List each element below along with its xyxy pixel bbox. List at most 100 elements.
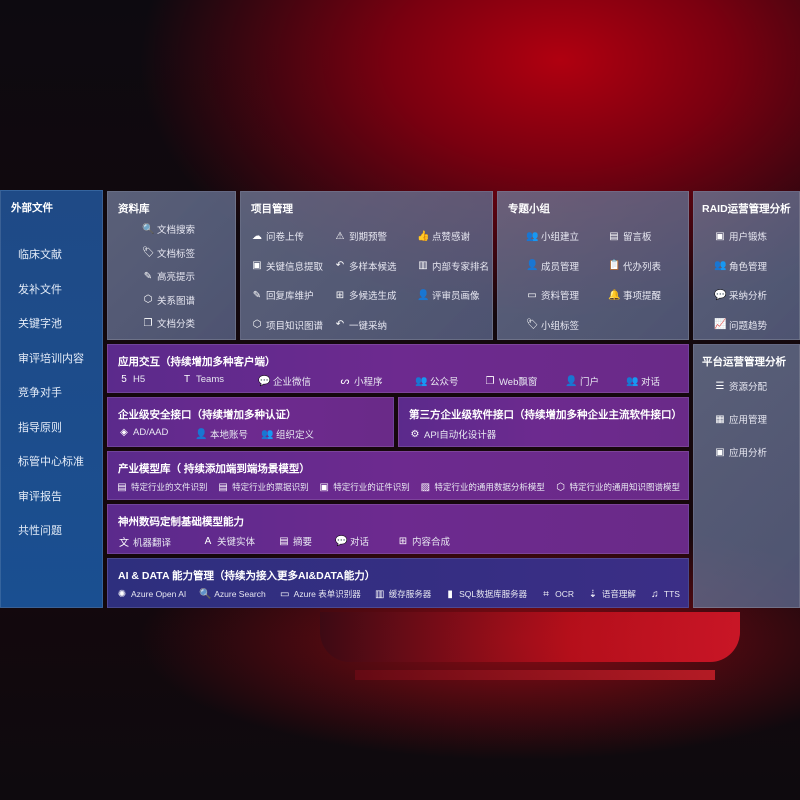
item-local-account[interactable]: 👤 本地账号 [195, 427, 248, 442]
item-speech[interactable]: ⇣ 语音理解 [587, 588, 636, 600]
item-checklist[interactable]: ☰ 资源分配 [714, 379, 768, 394]
item-web-window[interactable]: ❐ Web飘窗 [484, 374, 538, 389]
item-html5[interactable]: 5 H5 [118, 374, 145, 385]
web-window-icon: ❐ [485, 375, 495, 387]
sidebar-item[interactable]: 竞争对手 [18, 387, 62, 399]
item-trend[interactable]: 📈 问题趋势 [714, 318, 767, 332]
item-reply[interactable]: ↶ 一键采纳 [334, 318, 387, 332]
item-chat[interactable]: 👥 对话 [626, 374, 661, 389]
item-cache[interactable]: ▥ 缓存服务器 [374, 588, 431, 600]
item-portal[interactable]: 👤 门户 [565, 374, 599, 389]
item-label: 对话 [641, 377, 661, 388]
panel-title: AI & DATA 能力管理（持续为接入更多AI&DATA能力） [118, 570, 376, 582]
item-chat-bubble[interactable]: 💬 对话 [335, 534, 369, 549]
item-user-add[interactable]: 👤 成员管理 [526, 259, 579, 273]
user-add-icon: 👤 [526, 260, 539, 271]
panel-library: 资料库 🔍 文档搜索 🏷 文档标签 ✎ 高亮提示 ⬡ 关系图谱 ❐ 文档分类 [107, 191, 236, 340]
item-ocr[interactable]: ⌗ OCR [540, 588, 574, 600]
item-label: 小程序 [354, 377, 383, 388]
thumb-up-icon: 👍 [417, 230, 430, 242]
item-users[interactable]: 👥 小组建立 [526, 229, 579, 244]
item-folder[interactable]: ▭ 资料管理 [526, 288, 579, 303]
ad-icon: ◈ [120, 427, 128, 438]
item-label: 特定行业的票据识别 [232, 482, 309, 492]
users-icon: 👥 [714, 260, 727, 271]
item-wecom[interactable]: 💬 企业微信 [258, 374, 311, 389]
item-doc-copy[interactable]: ❐ 文档分类 [142, 316, 196, 331]
item-tag[interactable]: 🏷 文档标签 [142, 246, 195, 260]
item-graph[interactable]: ⬡ 项目知识图谱 [251, 318, 323, 332]
item-file[interactable]: ▤ 特定行业的文件识别 [116, 481, 207, 493]
panel-platform-analysis: 平台运营管理分析 ☰ 资源分配 ▦ 应用管理 ▣ 应用分析 [693, 344, 800, 608]
item-form[interactable]: ▭ Azure 表单识别器 [279, 588, 361, 600]
item-rank[interactable]: ▥ 内部专家排名 [417, 259, 489, 273]
item-window[interactable]: ▣ 关键信息提取 [251, 259, 323, 273]
miniprogram-icon: ᔕ [340, 375, 350, 387]
trend-icon: 📈 [714, 319, 727, 330]
sidebar-item[interactable]: 标管中心标准 [18, 456, 84, 468]
item-ad[interactable]: ◈ AD/AAD [118, 427, 168, 438]
sidebar-item[interactable]: 指导原则 [18, 421, 62, 434]
item-translate[interactable]: 文机器翻译 [118, 534, 171, 550]
item-label: Azure Open AI [131, 589, 187, 599]
item-org[interactable]: 👥 组织定义 [261, 427, 314, 442]
item-official-account[interactable]: 👥 公众号 [415, 374, 459, 389]
item-label: 回复库维护 [266, 291, 314, 302]
sidebar-item[interactable]: 发补文件 [18, 283, 62, 296]
item-bell[interactable]: 🔔 事项提醒 [608, 288, 661, 303]
item-reply[interactable]: ↶ 多样本候选 [334, 259, 397, 273]
clipboard-icon: 📋 [608, 260, 621, 271]
item-label: TTS [663, 589, 680, 599]
item-apps[interactable]: ▦ 应用管理 [714, 412, 767, 427]
item-clipboard[interactable]: 📋 代办列表 [608, 259, 661, 273]
sidebar-item[interactable]: 共性问题 [18, 525, 62, 537]
item-puzzle[interactable]: ⊞ 多候选生成 [334, 288, 397, 303]
item-id-card[interactable]: ▣ 用户锻炼 [714, 229, 767, 244]
item-users[interactable]: 👥 角色管理 [714, 259, 767, 273]
item-chart[interactable]: ▨ 特定行业的通用数据分析模型 [419, 481, 545, 493]
item-search-doc[interactable]: 🔍 Azure Search [199, 588, 266, 600]
item-label: 摘要 [293, 537, 313, 548]
teams-icon: T [183, 374, 191, 385]
item-pen[interactable]: ✎ 高亮提示 [142, 269, 195, 284]
item-analysis[interactable]: ▣ 应用分析 [714, 445, 767, 460]
file-icon: ▤ [117, 481, 127, 493]
item-tts[interactable]: ♫ TTS [649, 588, 680, 600]
item-label: 内部专家排名 [432, 261, 490, 273]
item-label: 评审员画像 [432, 291, 480, 302]
panel-title: 应用交互（持续增加多种客户端） [118, 356, 276, 368]
sidebar-item[interactable]: 审评报告 [18, 490, 62, 503]
panel-title: RAID运营管理分析 [702, 203, 791, 215]
item-user[interactable]: 👤 评审员画像 [417, 288, 480, 303]
ai-data-items-row: ✺ Azure Open AI 🔍 Azure Search ▭ Azure 表单识别器 ▥… [116, 588, 680, 600]
sidebar-item[interactable]: 关键字池 [18, 318, 62, 330]
item-alarm[interactable]: ⚠ 到期预警 [334, 229, 388, 244]
sidebar-item[interactable]: 临床文献 [18, 249, 62, 261]
panel-raid-analysis: RAID运营管理分析 ▣ 用户锻炼 👥 角色管理 💬 采纳分析 📈 问题趋势 [693, 191, 800, 340]
chart-icon: ▨ [420, 481, 431, 493]
item-id-card[interactable]: ▣ 特定行业的证件识别 [318, 481, 409, 493]
item-compose[interactable]: ⊞ 内容合成 [397, 534, 450, 549]
item-qa[interactable]: 💬 采纳分析 [714, 288, 767, 303]
item-bbs[interactable]: ▤ 留言板 [608, 229, 651, 244]
item-openai[interactable]: ✺ Azure Open AI [116, 588, 187, 600]
item-label: 一键采纳 [349, 320, 388, 332]
item-entity[interactable]: A 关键实体 [202, 534, 255, 549]
item-graph[interactable]: ⬡ 关系图谱 [142, 293, 195, 307]
item-summary[interactable]: ▤ 摘要 [278, 534, 313, 549]
item-graph[interactable]: ⬡ 特定行业的通用知识图谱模型 [554, 481, 680, 493]
graph-icon: ⬡ [556, 481, 565, 493]
item-edit[interactable]: ✎ 回复库维护 [251, 288, 314, 303]
item-cloud-upload[interactable]: ☁ 问卷上传 [251, 229, 304, 244]
item-receipt[interactable]: ▤ 特定行业的票据识别 [217, 481, 309, 493]
item-gear[interactable]: ⚙ API自动化设计器 [409, 427, 497, 442]
sidebar-item[interactable]: 审评培训内容 [18, 352, 84, 365]
item-doc-search[interactable]: 🔍 文档搜索 [142, 222, 195, 237]
item-teams[interactable]: T Teams [181, 374, 224, 385]
item-thumb-up[interactable]: 👍 点赞感谢 [417, 229, 470, 244]
portal-icon: 👤 [565, 375, 578, 387]
item-miniprogram[interactable]: ᔕ 小程序 [339, 374, 383, 389]
item-sql[interactable]: ▮ SQL数据库服务器 [444, 588, 527, 600]
graph-icon: ⬡ [252, 319, 262, 330]
item-tag[interactable]: 🏷 小组标签 [526, 318, 579, 332]
